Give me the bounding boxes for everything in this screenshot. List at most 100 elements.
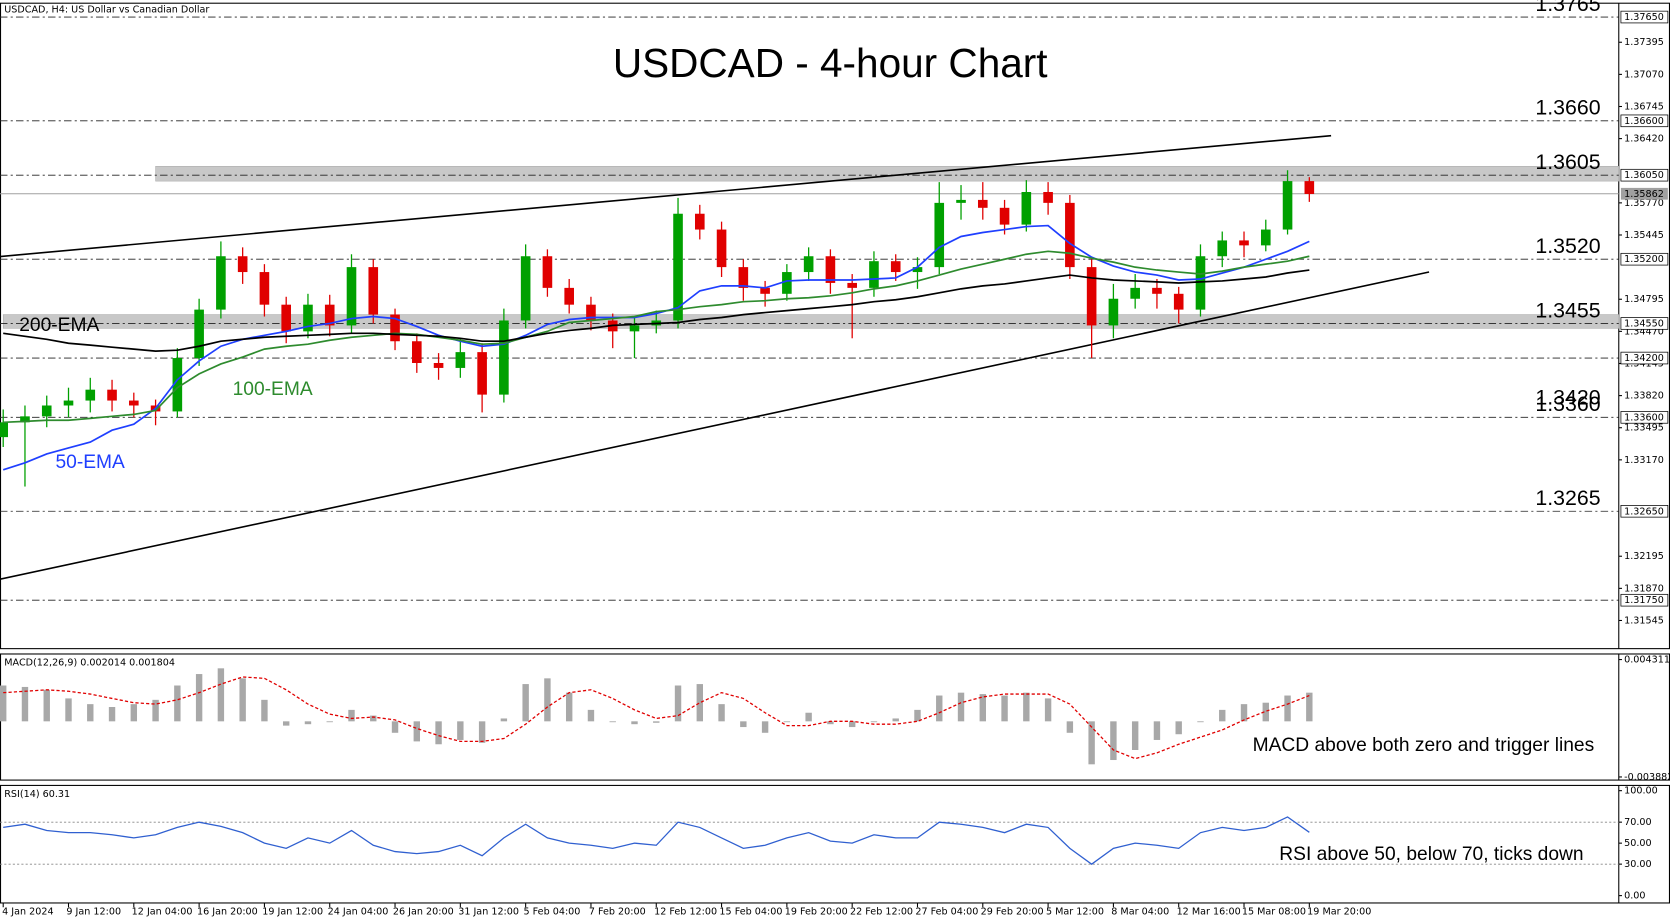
macd-bar: [740, 721, 747, 728]
symbol-header: USDCAD, H4: US Dollar vs Canadian Dollar: [4, 5, 209, 16]
macd-bar: [783, 721, 791, 723]
level-axis-label: 1.37650: [1624, 12, 1664, 23]
candle-body: [20, 416, 30, 423]
macd-bar: [174, 685, 181, 722]
candle-body: [803, 256, 814, 273]
level-axis-box: [1620, 593, 1669, 607]
candle-body: [455, 352, 466, 368]
price-pane: 1.37395 1.37070 1.36745 1.36420 1.35770 1.354…: [0, 0, 1670, 650]
candle-body: [1239, 240, 1249, 246]
y-tick-label: 1.33820: [1624, 391, 1664, 402]
macd-bar: [217, 668, 225, 722]
x-tick-label: 12 Feb 12:00: [654, 907, 717, 918]
macd-bar: [87, 704, 94, 722]
candle-body: [629, 325, 640, 332]
candle-body: [172, 358, 183, 412]
macd-bar: [587, 709, 595, 722]
y-tick-label: 1.33495: [1624, 423, 1664, 434]
candle-body: [542, 256, 553, 288]
candle-body: [1217, 240, 1228, 257]
y-tick-label: 0.004311: [1624, 655, 1670, 666]
y-tick-label: 1.35770: [1624, 198, 1664, 209]
macd-bar: [1175, 721, 1182, 735]
macd-bar: [43, 689, 50, 722]
macd-bar: [457, 721, 464, 740]
macd-bar: [0, 685, 7, 722]
macd-bar: [631, 721, 638, 725]
macd-bar: [130, 704, 138, 722]
macd-bar: [348, 709, 355, 722]
macd-bar: [761, 721, 769, 733]
rsi-annotation: RSI above 50, below 70, ticks down: [1279, 844, 1583, 865]
x-tick-label: 16 Jan 20:00: [197, 907, 258, 918]
candle-body: [237, 256, 248, 273]
x-tick-label: 9 Jan 12:00: [66, 907, 121, 918]
level-label: 1.3660: [1535, 96, 1600, 120]
ema-label: 100-EMA: [233, 379, 313, 400]
rsi-pane: 100.00 70.00 50.00 30.00 0.00: [0, 784, 1670, 904]
macd-bar: [152, 699, 159, 722]
y-tick-label: 1.37395: [1624, 37, 1664, 48]
macd-bar: [413, 721, 421, 742]
candle-body: [782, 272, 792, 294]
y-tick-label: 1.36420: [1624, 134, 1664, 145]
candle-body: [107, 389, 117, 401]
macd-bar: [1044, 698, 1052, 722]
candle-body: [520, 256, 531, 321]
level-axis-label: 1.31750: [1624, 595, 1664, 606]
candle-body: [1304, 181, 1315, 194]
candle-body: [368, 267, 379, 315]
level-axis-label: 1.36600: [1624, 116, 1664, 127]
ema-label: 200-EMA: [19, 315, 99, 336]
support-resistance-zone: [2, 314, 1620, 329]
macd-bar: [1110, 721, 1117, 761]
macd-bar: [653, 721, 660, 723]
macd-title: MACD(12,26,9) 0.002014 0.001804: [4, 658, 175, 669]
macd-bar: [65, 698, 72, 722]
macd-bar: [1088, 721, 1095, 765]
macd-bar: [1219, 709, 1226, 722]
candle-body: [956, 199, 966, 203]
candle-body: [433, 362, 444, 368]
macd-bar: [979, 694, 986, 722]
macd-bar: [1284, 695, 1291, 722]
level-axis-box: [1620, 168, 1669, 182]
candle-body: [1130, 287, 1140, 299]
y-tick-label: 1.31870: [1624, 583, 1664, 594]
y-tick-label: 1.36745: [1624, 101, 1664, 112]
macd-signal-line: [3, 676, 1310, 760]
macd-bar: [522, 684, 529, 722]
candle-body: [1152, 287, 1162, 294]
chart-title: USDCAD - 4-hour Chart: [613, 40, 1048, 86]
y-tick-label: 100.00: [1624, 786, 1658, 797]
macd-bar: [326, 721, 333, 723]
level-axis-box: [1620, 252, 1669, 266]
level-axis-box: [1620, 411, 1669, 424]
macd-bar: [544, 678, 551, 722]
y-tick-label: 1.34795: [1624, 294, 1664, 305]
macd-bar: [1066, 721, 1074, 733]
pane-frame: [0, 784, 1670, 904]
y-tick-label: 1.32195: [1624, 551, 1664, 562]
x-tick-label: 29 Feb 20:00: [981, 907, 1044, 918]
candle-body: [1065, 202, 1075, 268]
macd-bar: [870, 721, 878, 723]
candle-body: [999, 207, 1010, 225]
macd-bar: [500, 718, 508, 722]
x-tick-label: 5 Mar 12:00: [1046, 907, 1104, 918]
level-axis-label: 1.36050: [1624, 170, 1664, 181]
y-tick-label: 0.00: [1624, 891, 1645, 902]
candle-body: [129, 400, 139, 406]
candle-body: [1021, 191, 1032, 225]
macd-bar: [674, 685, 682, 722]
macd-bar: [1001, 695, 1008, 722]
ema-line: [3, 250, 1310, 424]
level-axis-box: [1620, 505, 1669, 518]
x-tick-label: 12 Mar 16:00: [1177, 907, 1241, 918]
level-label: 1.3265: [1535, 486, 1600, 510]
candle-body: [1195, 256, 1206, 310]
trendline: [0, 271, 1430, 580]
macd-bar: [936, 695, 943, 722]
macd-bar: [1153, 721, 1161, 740]
